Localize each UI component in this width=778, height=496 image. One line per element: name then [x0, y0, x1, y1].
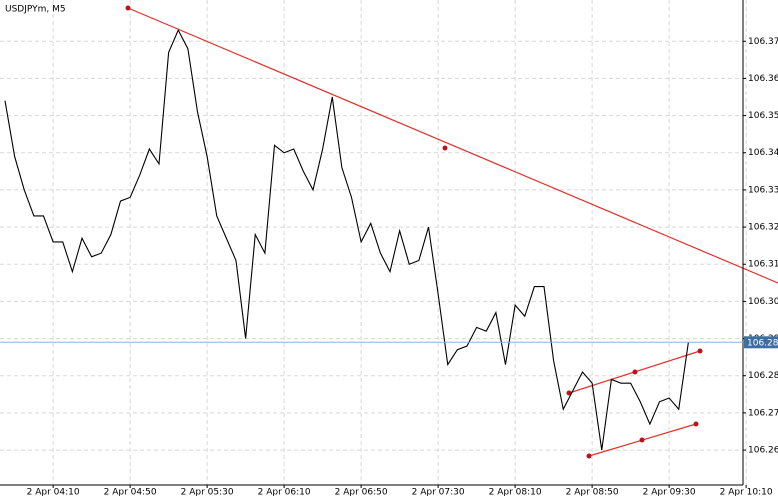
- anchor: [566, 390, 572, 396]
- y-tick-label: 106.270: [748, 408, 778, 418]
- x-tick-label: 2 Apr 10:10: [720, 488, 773, 496]
- y-tick-label: 106.340: [748, 148, 778, 158]
- trend-anchors: [125, 5, 703, 459]
- x-tick-label: 2 Apr 04:10: [27, 488, 80, 496]
- anchor: [632, 369, 638, 375]
- y-tick-label: 106.280: [748, 371, 778, 381]
- x-tick-label: 2 Apr 04:50: [104, 488, 157, 496]
- anchor: [639, 437, 645, 443]
- x-tick-label: 2 Apr 07:30: [412, 488, 465, 496]
- anchor: [697, 348, 703, 354]
- x-tick-label: 2 Apr 05:30: [181, 488, 234, 496]
- last-price-box: [744, 336, 778, 349]
- trend-line: [127, 7, 778, 284]
- y-tick-label: 106.360: [748, 74, 778, 84]
- x-tick-label: 2 Apr 06:50: [335, 488, 388, 496]
- last-price-label: 106.289: [747, 338, 778, 348]
- x-tick-label: 2 Apr 09:30: [643, 488, 696, 496]
- chart-title: USDJPYm, M5: [5, 5, 66, 15]
- anchor: [442, 145, 448, 151]
- y-tick-label: 106.310: [748, 260, 778, 270]
- anchor: [125, 5, 131, 11]
- y-tick-label: 106.320: [748, 223, 778, 233]
- anchor: [693, 421, 699, 427]
- x-tick-label: 2 Apr 08:50: [566, 488, 619, 496]
- anchor: [586, 453, 592, 459]
- x-tick-label: 2 Apr 06:10: [258, 488, 311, 496]
- x-tick-label: 2 Apr 08:10: [489, 488, 542, 496]
- y-tick-label: 106.260: [748, 446, 778, 456]
- y-tick-label: 106.300: [748, 297, 778, 307]
- price-line: [4, 28, 689, 451]
- grid: [0, 0, 747, 485]
- y-tick-label: 106.370: [748, 37, 778, 47]
- y-tick-label: 106.330: [748, 185, 778, 195]
- y-tick-label: 106.350: [748, 111, 778, 121]
